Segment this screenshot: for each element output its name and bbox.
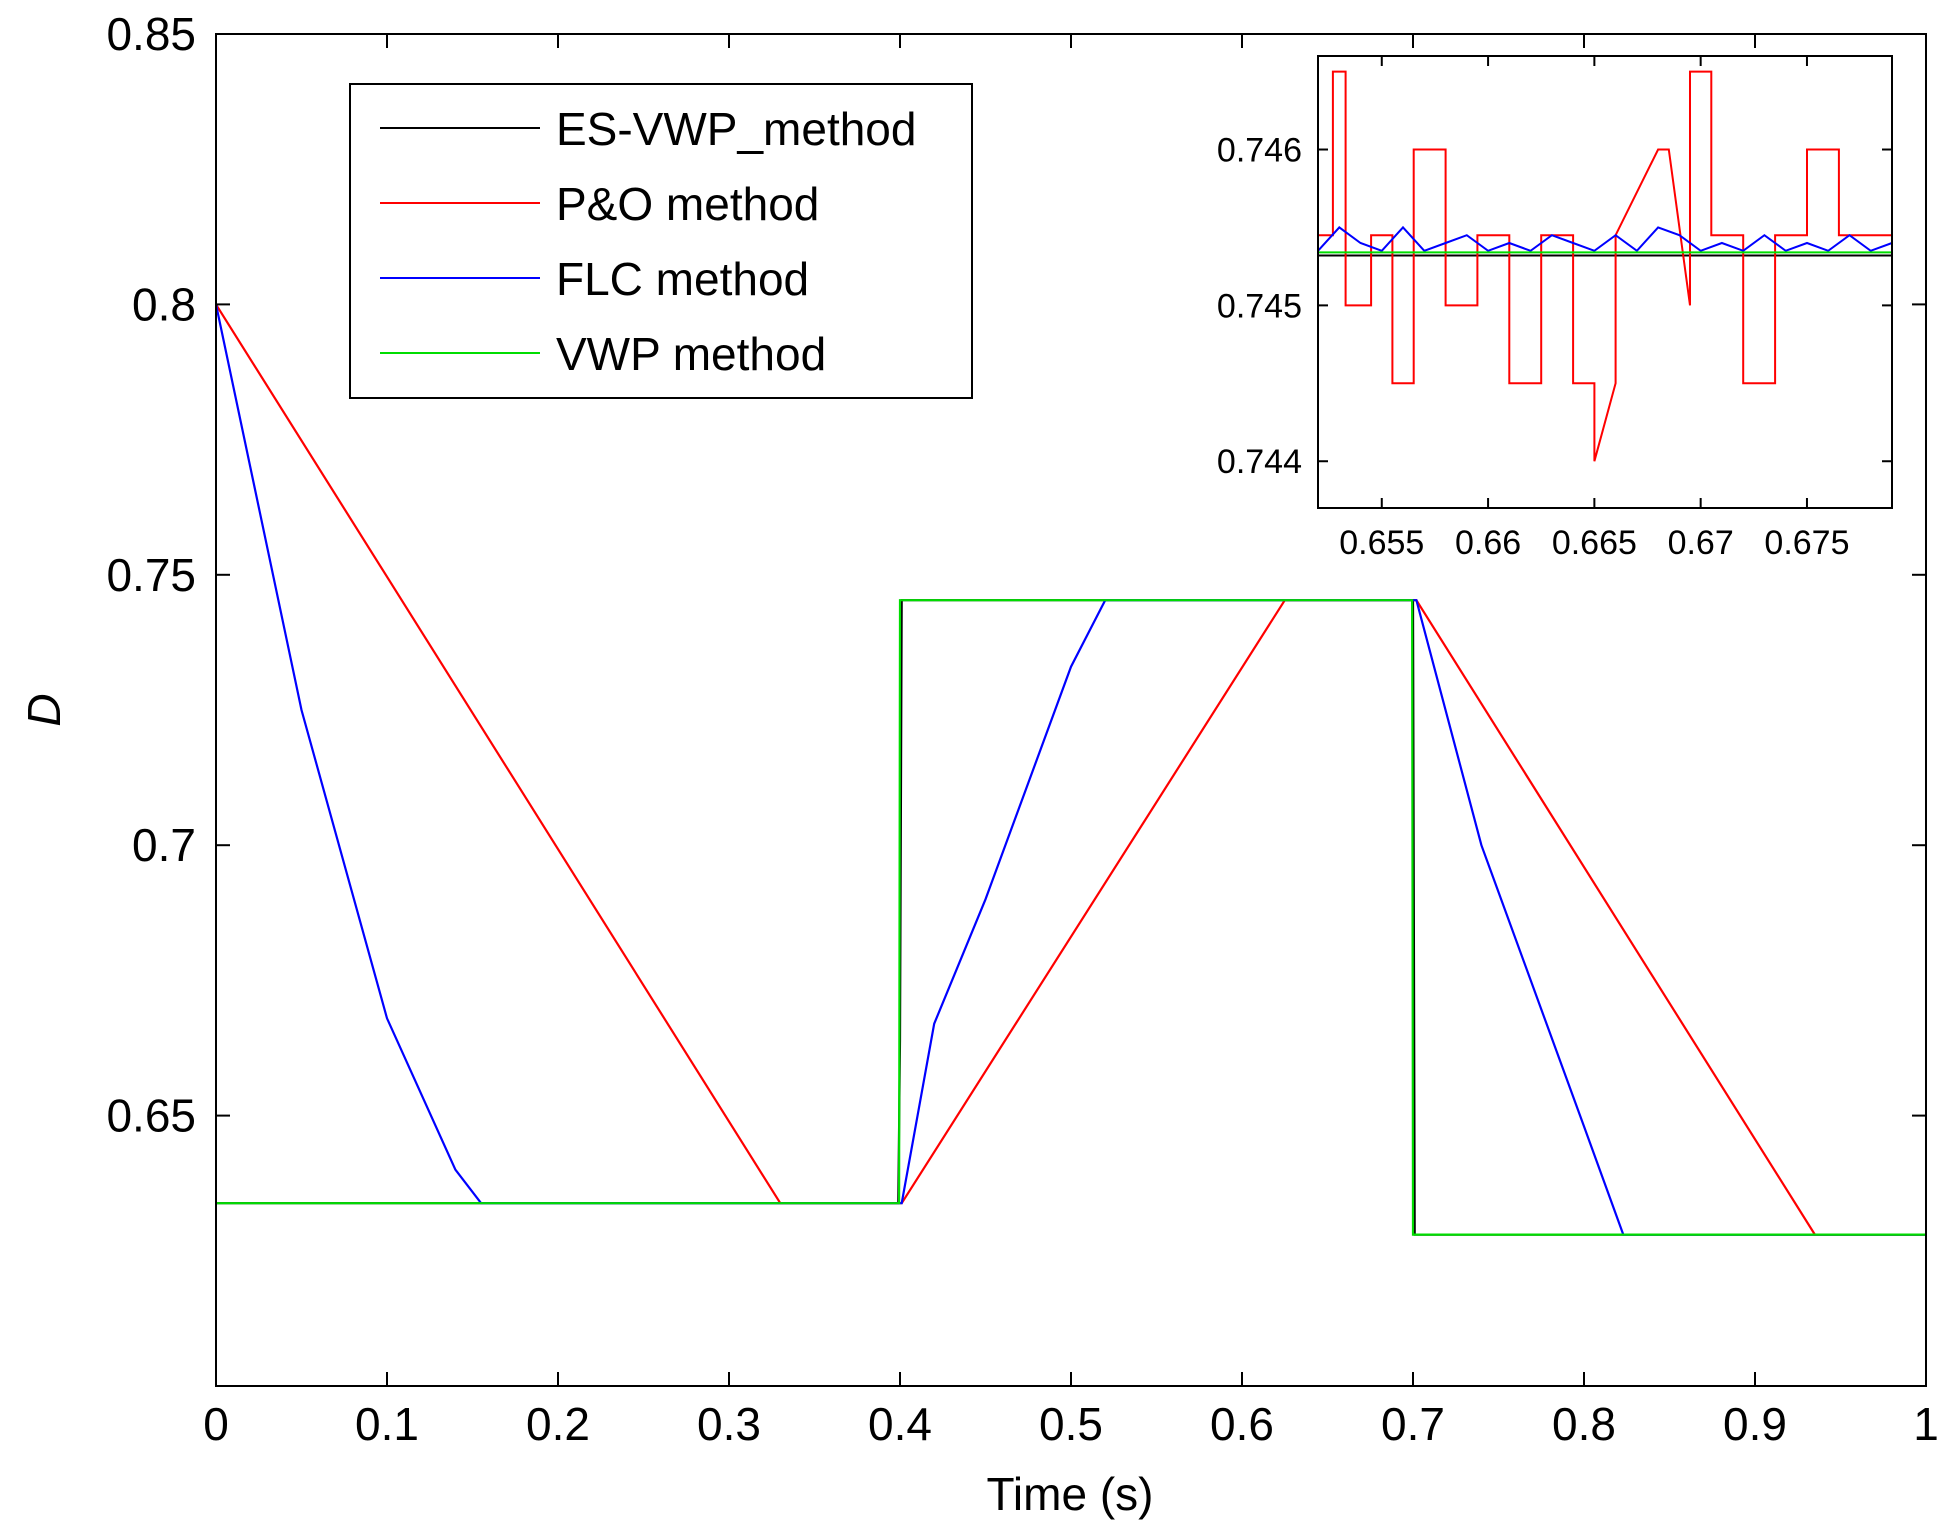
main-x-tick-label: 0.1 [355, 1398, 419, 1450]
main-x-tick-label: 0.4 [868, 1398, 932, 1450]
main-x-tick-label: 0.7 [1381, 1398, 1445, 1450]
main-y-tick-label: 0.85 [106, 8, 196, 60]
legend-box [349, 83, 973, 399]
x-axis-label: Time (s) [987, 1468, 1154, 1520]
inset-x-tick-label: 0.66 [1455, 524, 1521, 562]
inset-x-tick-label: 0.675 [1764, 524, 1849, 562]
inset-zoom-plot: 0.655 0.66 0.665 0.67 0.675 0.744 0.745 0.746 [1217, 55, 1893, 562]
main-x-tick-label: 0 [203, 1398, 229, 1450]
inset-series-p-o-method-line [1318, 70, 1892, 462]
inset-ticks-layer: 0.655 0.66 0.665 0.67 0.675 0.744 0.745 0.746 [1217, 56, 1892, 562]
inset-background [1318, 56, 1892, 508]
main-series-flc-method-line [214, 304, 1926, 1236]
inset-series-flc-method-line [1317, 225, 1893, 253]
legend-label-flc-method: FLC method [556, 253, 809, 305]
main-x-tick-label: 0.2 [526, 1398, 590, 1450]
inset-x-tick-label: 0.665 [1552, 524, 1637, 562]
main-x-tick-label: 0.3 [697, 1398, 761, 1450]
main-x-tick-label: 0.9 [1723, 1398, 1787, 1450]
inset-y-tick-label: 0.744 [1217, 443, 1302, 481]
main-x-tick-label: 0.6 [1210, 1398, 1274, 1450]
main-x-tick-label: 1 [1913, 1398, 1939, 1450]
inset-series-layer [1317, 70, 1893, 462]
legend-label-p-o-method: P&O method [556, 178, 819, 230]
legend-label-vwp-method: VWP method [556, 328, 826, 380]
main-series-vwp-method-line [216, 599, 1926, 1236]
inset-x-tick-label: 0.67 [1668, 524, 1734, 562]
inset-x-tick-label: 0.655 [1339, 524, 1424, 562]
main-series-layer [214, 303, 1926, 1236]
inset-y-tick-label: 0.745 [1217, 287, 1302, 325]
main-y-tick-label: 0.75 [106, 549, 196, 601]
y-axis-label: D [18, 693, 70, 726]
main-y-tick-label: 0.7 [132, 819, 196, 871]
inset-y-tick-label: 0.746 [1217, 132, 1302, 170]
main-y-tick-label: 0.8 [132, 278, 196, 330]
main-x-tick-label: 0.5 [1039, 1398, 1103, 1450]
main-x-tick-label: 0.8 [1552, 1398, 1616, 1450]
main-y-tick-label: 0.65 [106, 1090, 196, 1142]
inset-axes-frame [1317, 55, 1893, 509]
legend-label-es-vwp-method: ES-VWP_method [556, 103, 916, 155]
main-ticks-layer: 0 0.1 0.2 0.3 0.4 0.5 0.6 0.7 0.8 0.9 1 0.65 0.7 0.75… [106, 8, 1938, 1450]
legend: ES-VWP_method P&O method FLC method VWP met… [349, 83, 973, 399]
